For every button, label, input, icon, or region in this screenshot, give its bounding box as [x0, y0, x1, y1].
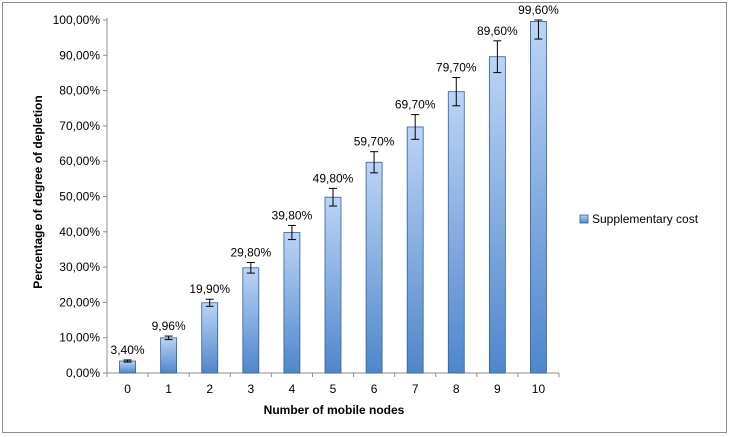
data-label: 59,70%	[354, 135, 395, 149]
error-bar	[246, 262, 255, 274]
x-tick-label: 6	[371, 382, 378, 396]
x-axis-title: Number of mobile nodes	[264, 403, 405, 417]
y-tick-label: 0,00%	[66, 366, 100, 380]
y-tick-label: 30,00%	[59, 260, 100, 274]
data-label: 19,90%	[189, 282, 230, 296]
error-bar	[411, 114, 420, 140]
data-labels: 3,40% 9,96% 19,90% 29,80% 39,80% 49,80% 59,70%…	[111, 3, 560, 357]
error-bar	[452, 77, 461, 107]
x-tick-label: 0	[124, 382, 131, 396]
y-tick-label: 90,00%	[59, 48, 100, 62]
data-label: 79,70%	[436, 61, 477, 75]
bar	[119, 360, 136, 374]
y-tick-label: 50,00%	[59, 190, 100, 204]
bar	[406, 126, 424, 374]
bar	[283, 232, 301, 374]
error-bar	[287, 224, 296, 241]
y-tick-label: 100,00%	[53, 13, 101, 27]
data-label: 9,96%	[152, 319, 186, 333]
error-bar	[370, 151, 379, 174]
error-bar	[534, 19, 543, 40]
bar	[160, 337, 178, 374]
x-tick-label: 2	[206, 382, 213, 396]
error-bar	[123, 359, 132, 363]
x-axis: 0 1 2 3 4 5 6 7 8 9 10	[106, 372, 560, 396]
x-tick-label: 9	[494, 382, 501, 396]
bar	[242, 267, 260, 374]
error-bar	[329, 187, 337, 207]
bar	[324, 196, 342, 374]
data-label: 89,60%	[477, 24, 518, 38]
legend: Supplementary cost	[579, 212, 699, 226]
data-label: 39,80%	[272, 208, 313, 222]
data-label: 99,60%	[518, 3, 559, 17]
bar	[488, 56, 506, 374]
y-tick-label: 60,00%	[59, 154, 100, 168]
y-axis: 0,00% 10,00% 20,00% 30,00% 40,00% 50,00% 60,00…	[53, 13, 108, 380]
y-tick-label: 40,00%	[59, 225, 100, 239]
legend-swatch	[579, 214, 589, 224]
bar	[201, 302, 219, 374]
y-axis-title: Percentage of degree of depletion	[31, 95, 45, 288]
x-tick-label: 1	[165, 382, 172, 396]
data-label: 69,70%	[395, 98, 436, 112]
x-tick-label: 8	[453, 382, 460, 396]
error-bar	[205, 298, 214, 307]
y-tick-label: 10,00%	[59, 331, 100, 345]
y-tick-label: 70,00%	[59, 119, 100, 133]
error-bars	[123, 19, 543, 363]
x-tick-label: 3	[247, 382, 254, 396]
bar	[447, 91, 465, 374]
y-tick-label: 20,00%	[59, 295, 100, 309]
bar	[530, 21, 547, 374]
data-label: 49,80%	[313, 171, 354, 185]
y-tick-label: 80,00%	[59, 84, 100, 98]
bars	[119, 21, 547, 374]
data-label: 3,40%	[111, 343, 145, 357]
x-tick-label: 10	[532, 382, 546, 396]
x-tick-label: 5	[330, 382, 337, 396]
x-tick-label: 7	[412, 382, 419, 396]
error-bar	[493, 40, 502, 74]
x-tick-label: 4	[289, 382, 296, 396]
bar	[365, 161, 383, 374]
legend-label: Supplementary cost	[592, 212, 699, 226]
data-label: 29,80%	[230, 246, 271, 260]
error-bar	[164, 335, 173, 341]
